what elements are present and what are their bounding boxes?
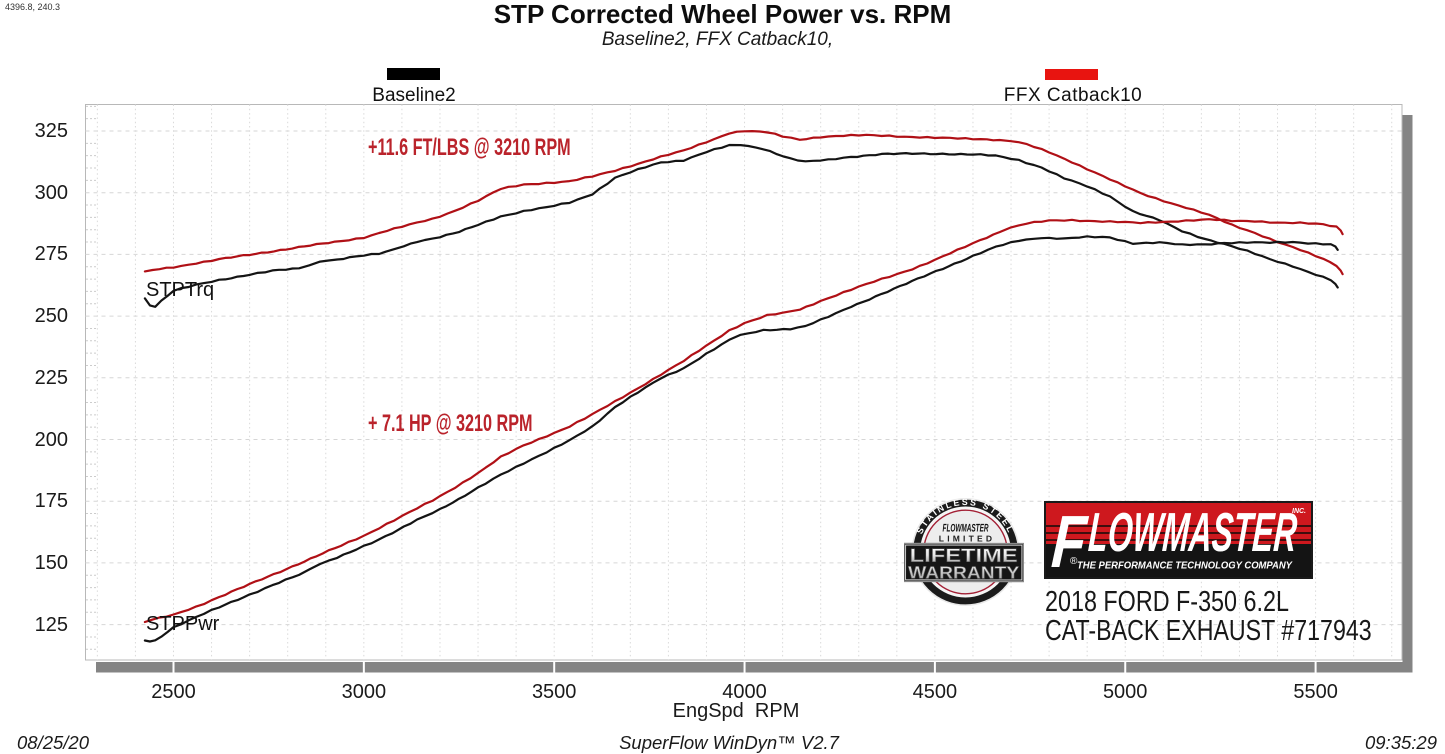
svg-text:FLOWMASTER: FLOWMASTER: [942, 522, 988, 534]
svg-text:THE PERFORMANCE TECHNOLOGY COM: THE PERFORMANCE TECHNOLOGY COMPANY: [1077, 560, 1293, 572]
svg-text:®: ®: [1070, 556, 1078, 567]
svg-text:INC.: INC.: [1292, 508, 1306, 515]
svg-text:LOWMASTER: LOWMASTER: [1087, 501, 1299, 563]
svg-text:WARRANTY: WARRANTY: [908, 562, 1019, 582]
svg-text:LIMITED: LIMITED: [938, 533, 994, 543]
svg-text:F: F: [1049, 501, 1090, 579]
svg-text:LIFETIME: LIFETIME: [909, 546, 1017, 567]
